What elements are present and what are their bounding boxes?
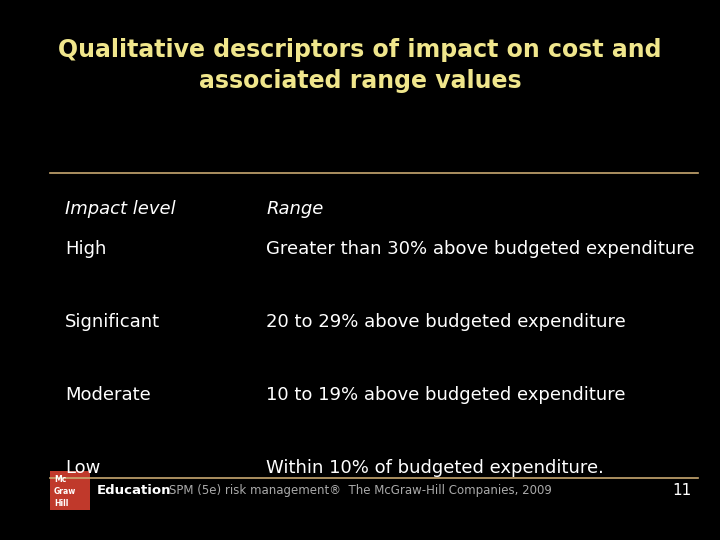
Text: Low: Low xyxy=(65,459,100,477)
Text: 20 to 29% above budgeted expenditure: 20 to 29% above budgeted expenditure xyxy=(266,313,626,331)
Text: 10 to 19% above budgeted expenditure: 10 to 19% above budgeted expenditure xyxy=(266,386,626,404)
Text: Mc: Mc xyxy=(54,475,66,484)
Text: Within 10% of budgeted expenditure.: Within 10% of budgeted expenditure. xyxy=(266,459,604,477)
Text: Range: Range xyxy=(266,200,324,218)
Text: Qualitative descriptors of impact on cost and
associated range values: Qualitative descriptors of impact on cos… xyxy=(58,38,662,93)
Text: Graw: Graw xyxy=(54,487,76,496)
Text: Education: Education xyxy=(97,484,171,497)
Text: 11: 11 xyxy=(672,483,691,498)
FancyBboxPatch shape xyxy=(50,471,90,510)
Text: Hill: Hill xyxy=(54,500,68,509)
Text: Impact level: Impact level xyxy=(65,200,176,218)
Text: Greater than 30% above budgeted expenditure: Greater than 30% above budgeted expendit… xyxy=(266,240,695,258)
Text: SPM (5e) risk management®  The McGraw-Hill Companies, 2009: SPM (5e) risk management® The McGraw-Hil… xyxy=(168,484,552,497)
Text: High: High xyxy=(65,240,106,258)
Text: Significant: Significant xyxy=(65,313,160,331)
Text: Moderate: Moderate xyxy=(65,386,150,404)
